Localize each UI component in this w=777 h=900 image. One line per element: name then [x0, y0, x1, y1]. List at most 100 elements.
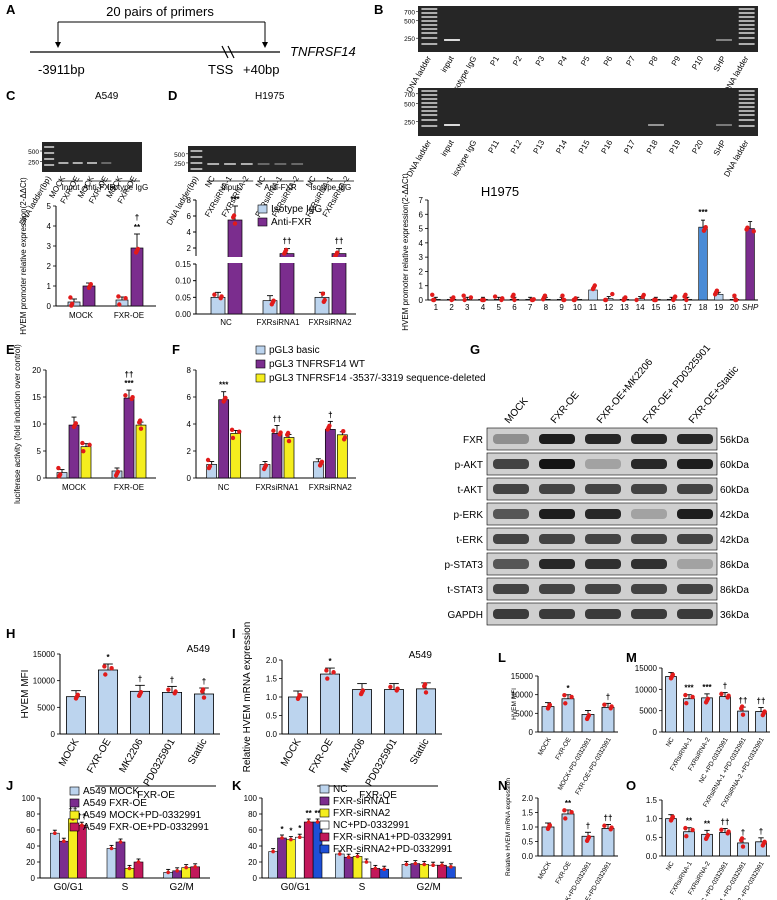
x-tick-label: PD0325901 [142, 737, 178, 789]
data-dot [56, 465, 61, 471]
y-tick-label: 2 [187, 244, 192, 253]
data-dot [219, 294, 224, 299]
y-tick-label: 15000 [511, 672, 534, 681]
bar [295, 836, 305, 879]
data-dot [703, 224, 708, 230]
blot-band [493, 609, 529, 619]
bar [745, 228, 755, 301]
bar [415, 688, 436, 735]
lane-label: P14 [554, 138, 569, 155]
data-dot [173, 689, 178, 694]
x-tick-label: 6 [512, 303, 517, 312]
blot-band [493, 459, 529, 469]
data-dot [109, 666, 114, 671]
blot-band [677, 559, 713, 569]
gel-d [188, 146, 356, 172]
gel-band [44, 152, 55, 154]
data-dot [739, 704, 745, 709]
significance-mark: ** [134, 223, 141, 232]
x-tick-label: MOCK [69, 311, 94, 320]
y-axis-label: HVEM promoter relative expression(2-ΔΔCt… [19, 177, 28, 335]
lane-label: P7 [624, 54, 637, 67]
data-dot [373, 866, 378, 871]
data-dot [440, 863, 444, 867]
significance-mark: †† [604, 813, 613, 822]
lane-label: P2 [511, 54, 524, 67]
blot-column-label: FXR-OE+Stattic [687, 364, 741, 426]
data-dot [123, 393, 128, 398]
blot-band [677, 584, 713, 594]
panel-label-j: J [6, 778, 13, 793]
blot-row-label: t-ERK [456, 535, 483, 546]
data-dot [705, 696, 711, 701]
y-tick-label: 15000 [33, 650, 56, 659]
y-tick-label: 40 [248, 842, 257, 851]
y-tick-label: 2 [47, 262, 52, 271]
legend-swatch [69, 822, 80, 832]
data-dot [547, 702, 552, 708]
data-dot [740, 844, 746, 849]
gel-band [738, 119, 755, 121]
y-tick-label: 60 [248, 826, 257, 835]
ladder-size: 250 [404, 120, 415, 127]
bar [343, 856, 354, 879]
blot-band [677, 459, 713, 469]
data-dot [212, 292, 217, 297]
break-mark-2 [227, 45, 235, 59]
chart-n: 0.00.51.01.52.0MOCK**FXR-OE†MOCK+PD-0332… [505, 778, 618, 900]
data-dot [714, 288, 720, 293]
blot-band [585, 584, 621, 594]
bar [665, 818, 677, 857]
data-dot [297, 693, 302, 698]
gel-band [738, 8, 755, 10]
data-dot [297, 835, 302, 839]
gel-band [738, 114, 755, 116]
data-dot [166, 687, 171, 692]
data-dot [670, 672, 675, 677]
y-tick-label: 0 [51, 730, 56, 739]
y-tick-label: 7 [419, 196, 424, 205]
x-tick-label: 18 [699, 303, 708, 312]
ladder-size: 250 [404, 36, 415, 43]
gel-c-background [42, 142, 142, 172]
data-dot [232, 221, 238, 226]
significance-mark: † [586, 821, 590, 830]
data-dot [413, 861, 418, 866]
data-dot [592, 283, 597, 288]
y-tick-label: 10 [32, 420, 41, 429]
gel-band [421, 32, 438, 34]
data-dot [80, 823, 84, 827]
data-dot [364, 860, 369, 864]
lane-label: P6 [602, 54, 615, 67]
bar [287, 696, 308, 735]
lane-label: P13 [531, 138, 546, 155]
x-tick-label: 12 [604, 303, 613, 312]
gel-band [738, 110, 755, 112]
data-dot [762, 839, 767, 845]
blot-band [631, 609, 667, 619]
data-dot [320, 291, 326, 296]
legend-entry: FXR-siRNA2 [333, 808, 391, 819]
ladder-size: 500 [28, 149, 39, 156]
bar [230, 433, 242, 479]
significance-mark: * [566, 684, 570, 693]
chart-l: 050001000015000MOCK*FXR-OEMOCK+PD-033299… [511, 672, 618, 796]
blot-row-label: p-STAT3 [444, 560, 483, 571]
gel-band [716, 39, 732, 41]
y-tick-label: 1.5 [266, 675, 278, 684]
legend-swatch [319, 808, 330, 818]
blot-size-label: 56kDa [720, 435, 749, 446]
bar [419, 864, 429, 879]
legend-entry: Isotype IgG [271, 204, 322, 215]
data-dot [751, 229, 756, 234]
legend-entry: A549 FXR-OE+PD-0332991 [83, 822, 209, 833]
significance-mark: † [723, 682, 727, 691]
blot-band [585, 559, 621, 569]
primer-left-arrowhead [55, 42, 61, 48]
data-dot [337, 852, 342, 856]
y-tick-label: 10000 [33, 677, 56, 686]
x-tick-label: 2 [449, 303, 454, 312]
x-tick-label: MOCK [537, 860, 553, 881]
